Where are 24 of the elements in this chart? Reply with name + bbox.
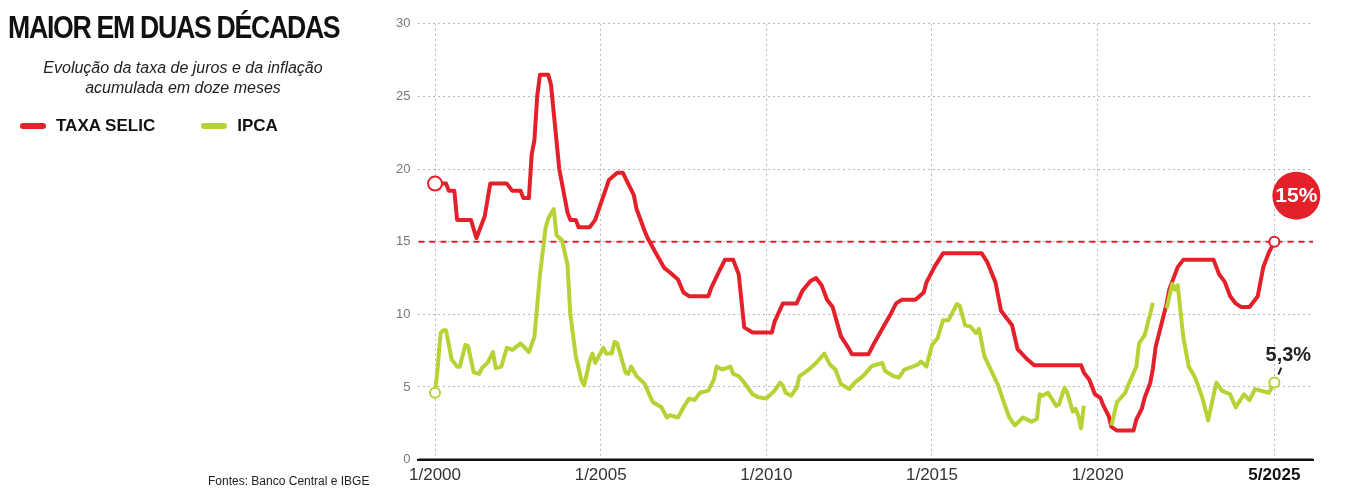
point [429,386,442,399]
point [1268,376,1281,389]
x-tick-label: 1/2000 [409,465,462,485]
point [427,175,444,192]
x-tick-label: 1/2005 [574,465,627,485]
x-tick-label: 1/2010 [740,465,793,485]
y-tick-label: 5 [403,378,411,394]
legend-label: IPCA [237,116,278,136]
x-tick-label: 1/2015 [905,465,958,485]
text: Fontes: Banco Central e IBGE [208,474,370,488]
x-tick-label: 1/2020 [1071,465,1124,485]
y-tick-label: 15 [395,233,411,249]
y-tick-label: 30 [395,15,411,31]
text: Evolução da taxa de juros e da inflação acumulada em doze meses [42,58,324,98]
legend-label: TAXA SELIC [56,116,156,136]
chart-title: MAIOR EM DUAS DÉCADAS [8,9,340,47]
y-tick-label: 20 [395,160,411,176]
y-tick-label: 25 [395,88,411,104]
annotation: 5,3% [1265,342,1312,365]
point [1268,235,1281,248]
x-tick-label: 5/2025 [1248,465,1301,485]
y-tick-label: 10 [395,305,411,321]
y-tick-label: 0 [403,451,411,467]
annotation: 15% [1275,183,1318,207]
